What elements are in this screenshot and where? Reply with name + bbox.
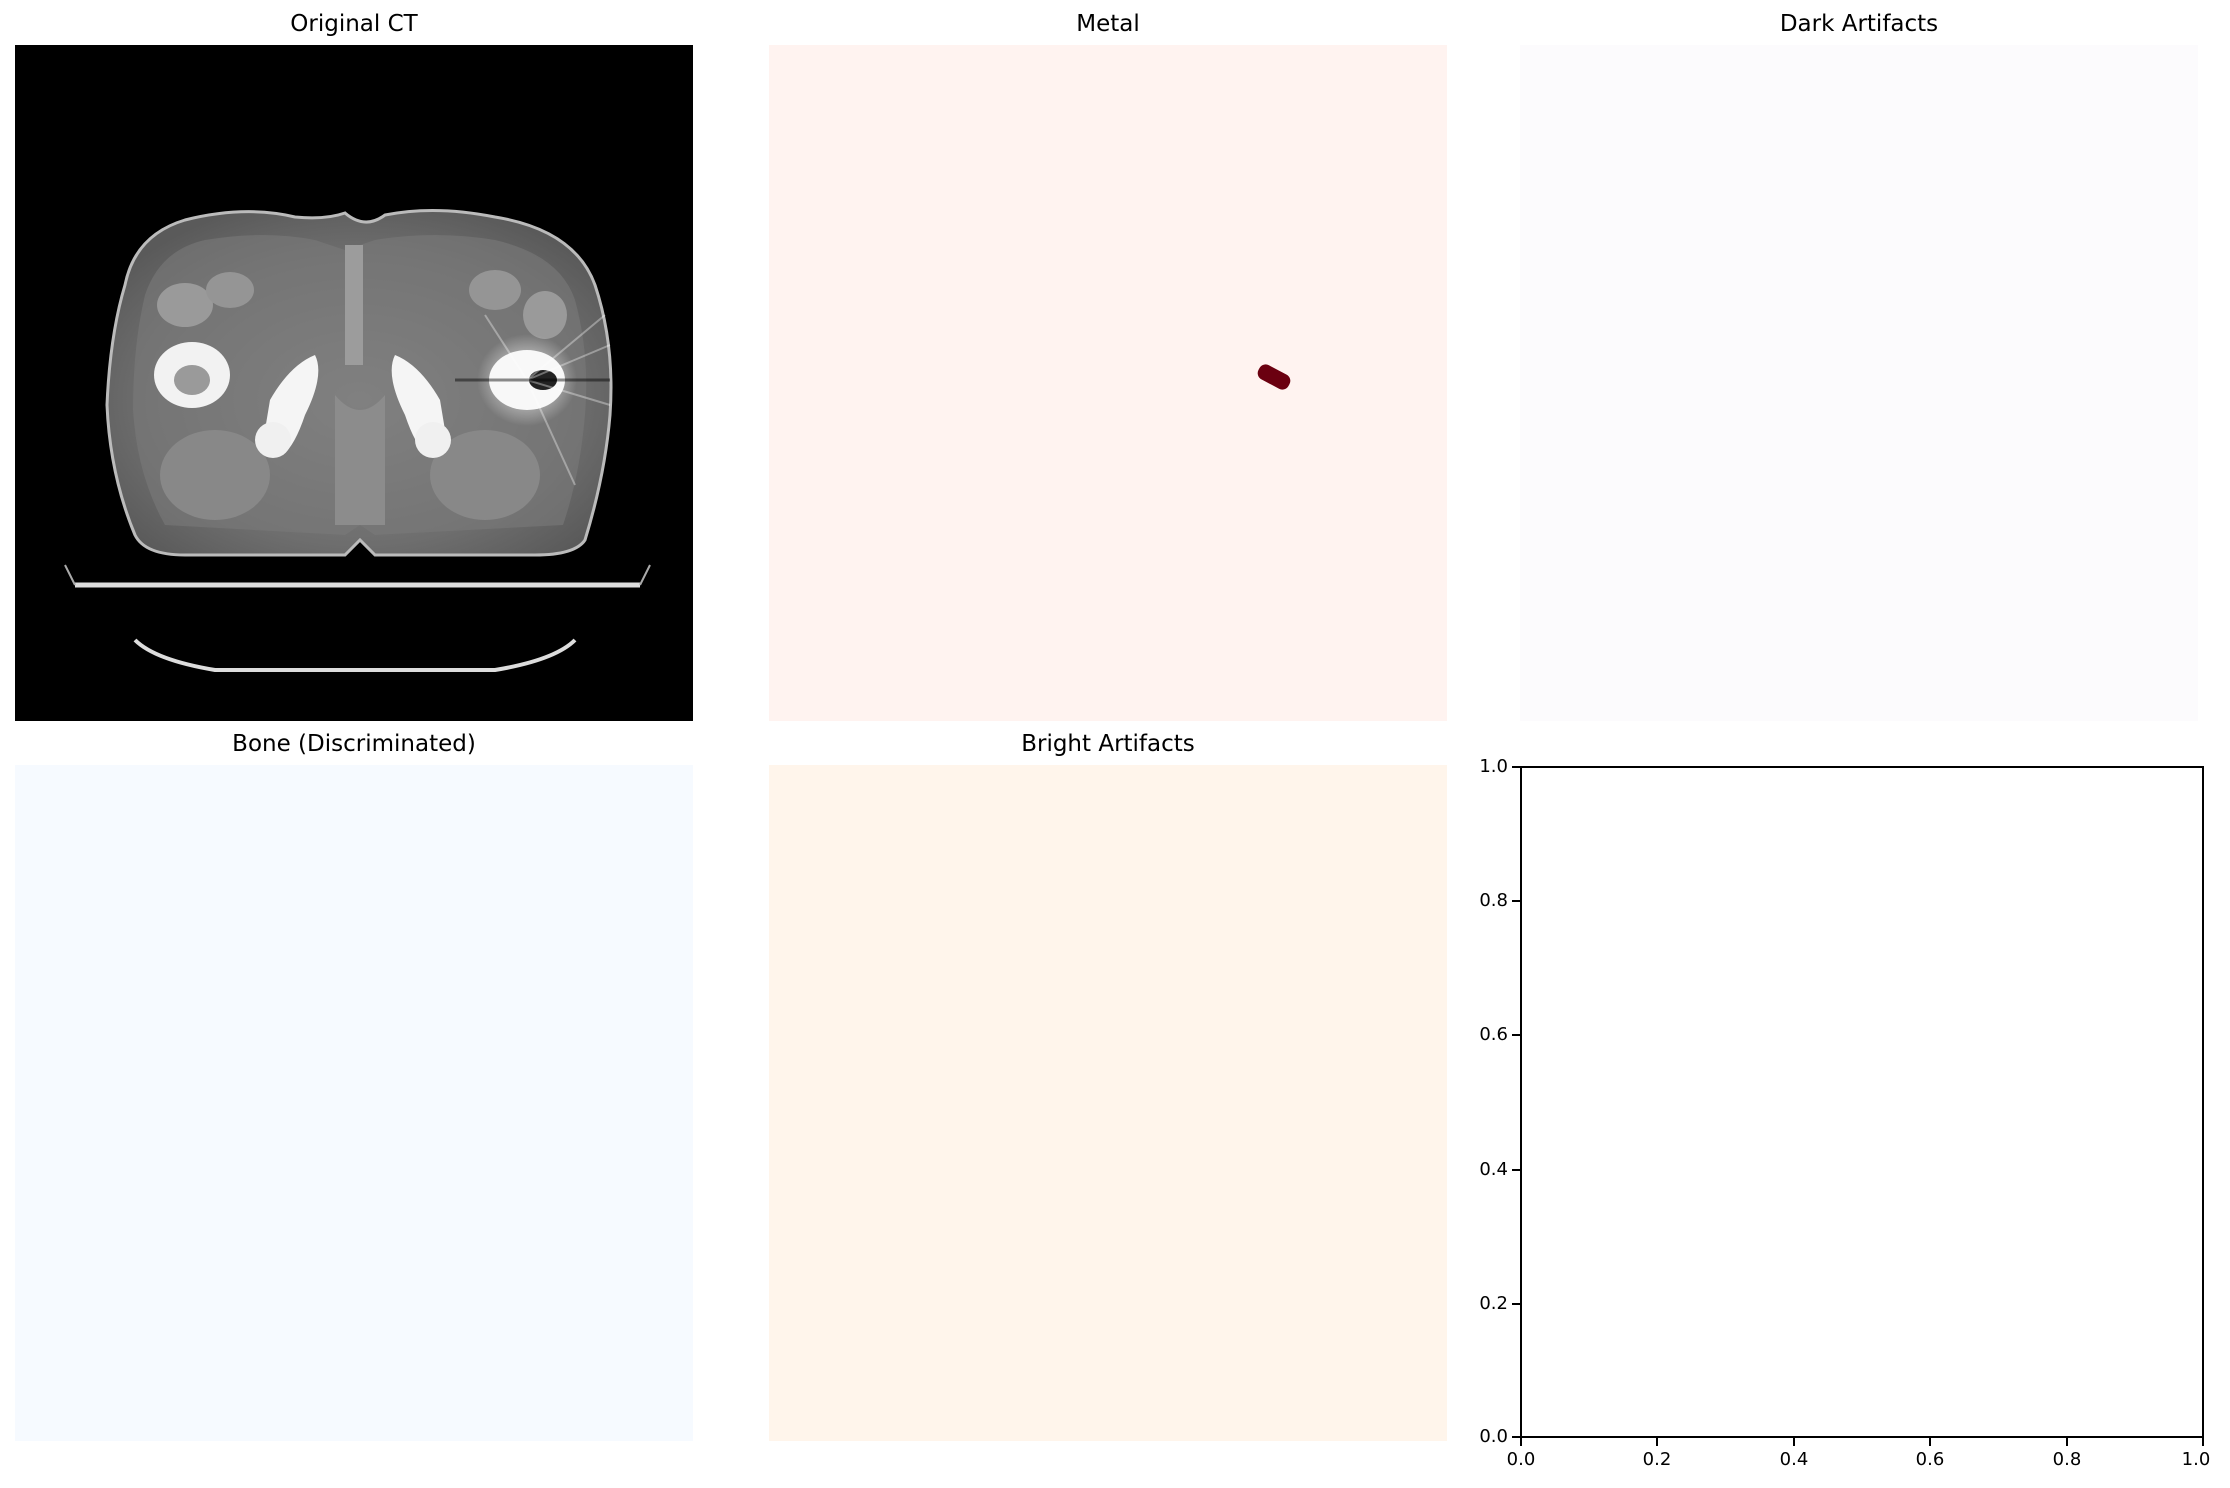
x-tick bbox=[2066, 1438, 2068, 1446]
dark-artifacts-panel bbox=[1520, 45, 2198, 721]
metal-title: Metal bbox=[1076, 11, 1140, 37]
x-tick-label: 0.8 bbox=[2052, 1449, 2082, 1470]
femoral-head-implant bbox=[489, 350, 565, 410]
x-tick-label: 0.4 bbox=[1779, 1449, 1809, 1470]
y-tick bbox=[1512, 1169, 1520, 1171]
y-tick bbox=[1512, 1303, 1520, 1305]
y-tick-label: 1.0 bbox=[1479, 756, 1508, 777]
x-tick bbox=[2202, 1438, 2204, 1446]
y-tick-label: 0.2 bbox=[1479, 1293, 1508, 1314]
y-tick bbox=[1512, 1436, 1520, 1438]
y-tick bbox=[1512, 766, 1520, 768]
x-tick bbox=[1520, 1438, 1522, 1446]
x-tick-label: 0.0 bbox=[1506, 1449, 1536, 1470]
x-tick bbox=[1656, 1438, 1658, 1446]
bright-artifacts-panel bbox=[769, 765, 1447, 1441]
x-tick bbox=[1793, 1438, 1795, 1446]
ct-scan-graphic bbox=[64, 208, 651, 672]
empty-axes bbox=[1520, 766, 2204, 1438]
bright-artifacts-title: Bright Artifacts bbox=[1021, 731, 1195, 757]
y-tick bbox=[1512, 900, 1520, 902]
y-tick-label: 0.8 bbox=[1479, 890, 1508, 911]
bone-panel bbox=[15, 765, 693, 1441]
metal-mask-panel bbox=[769, 45, 1447, 721]
metal-mask-graphic bbox=[1257, 364, 1291, 390]
x-tick bbox=[1929, 1438, 1931, 1446]
x-tick-label: 0.2 bbox=[1642, 1449, 1672, 1470]
dark-artifacts-title: Dark Artifacts bbox=[1779, 11, 1939, 37]
y-tick bbox=[1512, 1034, 1520, 1036]
bone-title: Bone (Discriminated) bbox=[232, 731, 476, 757]
original-ct-image bbox=[15, 45, 693, 721]
y-tick-label: 0.0 bbox=[1479, 1426, 1508, 1447]
x-tick-label: 0.6 bbox=[1915, 1449, 1945, 1470]
x-tick-label: 1.0 bbox=[2181, 1449, 2211, 1470]
metal-blob bbox=[1257, 364, 1291, 390]
y-tick-label: 0.4 bbox=[1479, 1159, 1508, 1180]
y-tick-label: 0.6 bbox=[1479, 1024, 1508, 1045]
original-ct-title: Original CT bbox=[290, 11, 418, 37]
